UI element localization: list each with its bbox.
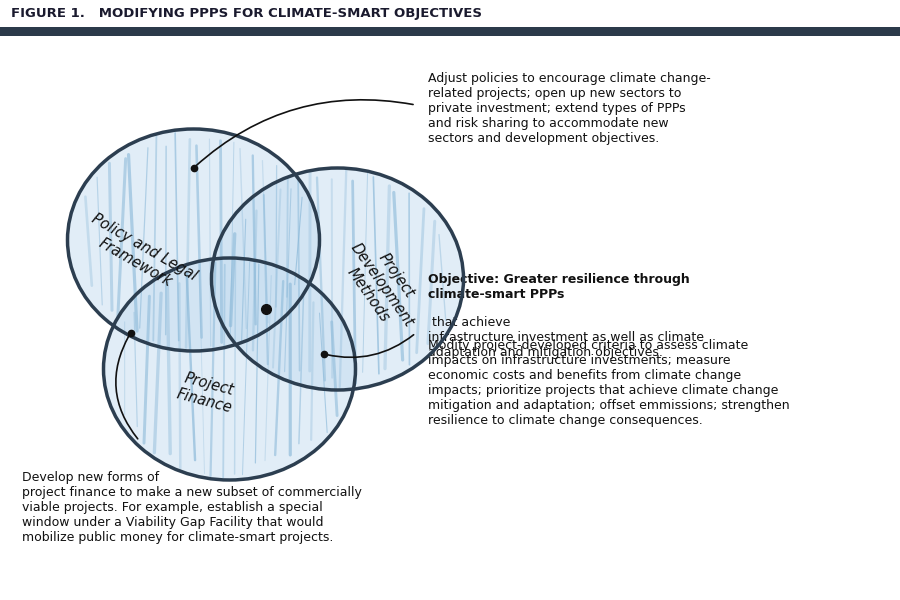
- Text: Project
Finance: Project Finance: [176, 370, 238, 416]
- Text: FIGURE 1.   MODIFYING PPPS FOR CLIMATE-SMART OBJECTIVES: FIGURE 1. MODIFYING PPPS FOR CLIMATE-SMA…: [11, 7, 482, 20]
- Bar: [0, 0, 900, 27]
- Ellipse shape: [68, 129, 320, 351]
- Text: Project
Development
Methods: Project Development Methods: [334, 230, 431, 340]
- Text: Objective: Greater resilience through
climate-smart PPPs: Objective: Greater resilience through cl…: [428, 273, 689, 301]
- Text: Adjust policies to encourage climate change-
related projects; open up new secto: Adjust policies to encourage climate cha…: [428, 72, 710, 145]
- Text: Modify project-developed criteria to assess climate
impacts on infrastructure in: Modify project-developed criteria to ass…: [428, 339, 789, 427]
- Ellipse shape: [104, 258, 356, 480]
- Text: Develop new forms of
project finance to make a new subset of commercially
viable: Develop new forms of project finance to …: [22, 471, 363, 544]
- Bar: [0, 27, 900, 36]
- Text: that achieve
infrastructure investment as well as climate
adaptation and mitigat: that achieve infrastructure investment a…: [428, 316, 704, 359]
- Text: Policy and Legal
Framework: Policy and Legal Framework: [80, 211, 199, 299]
- Ellipse shape: [212, 168, 464, 390]
